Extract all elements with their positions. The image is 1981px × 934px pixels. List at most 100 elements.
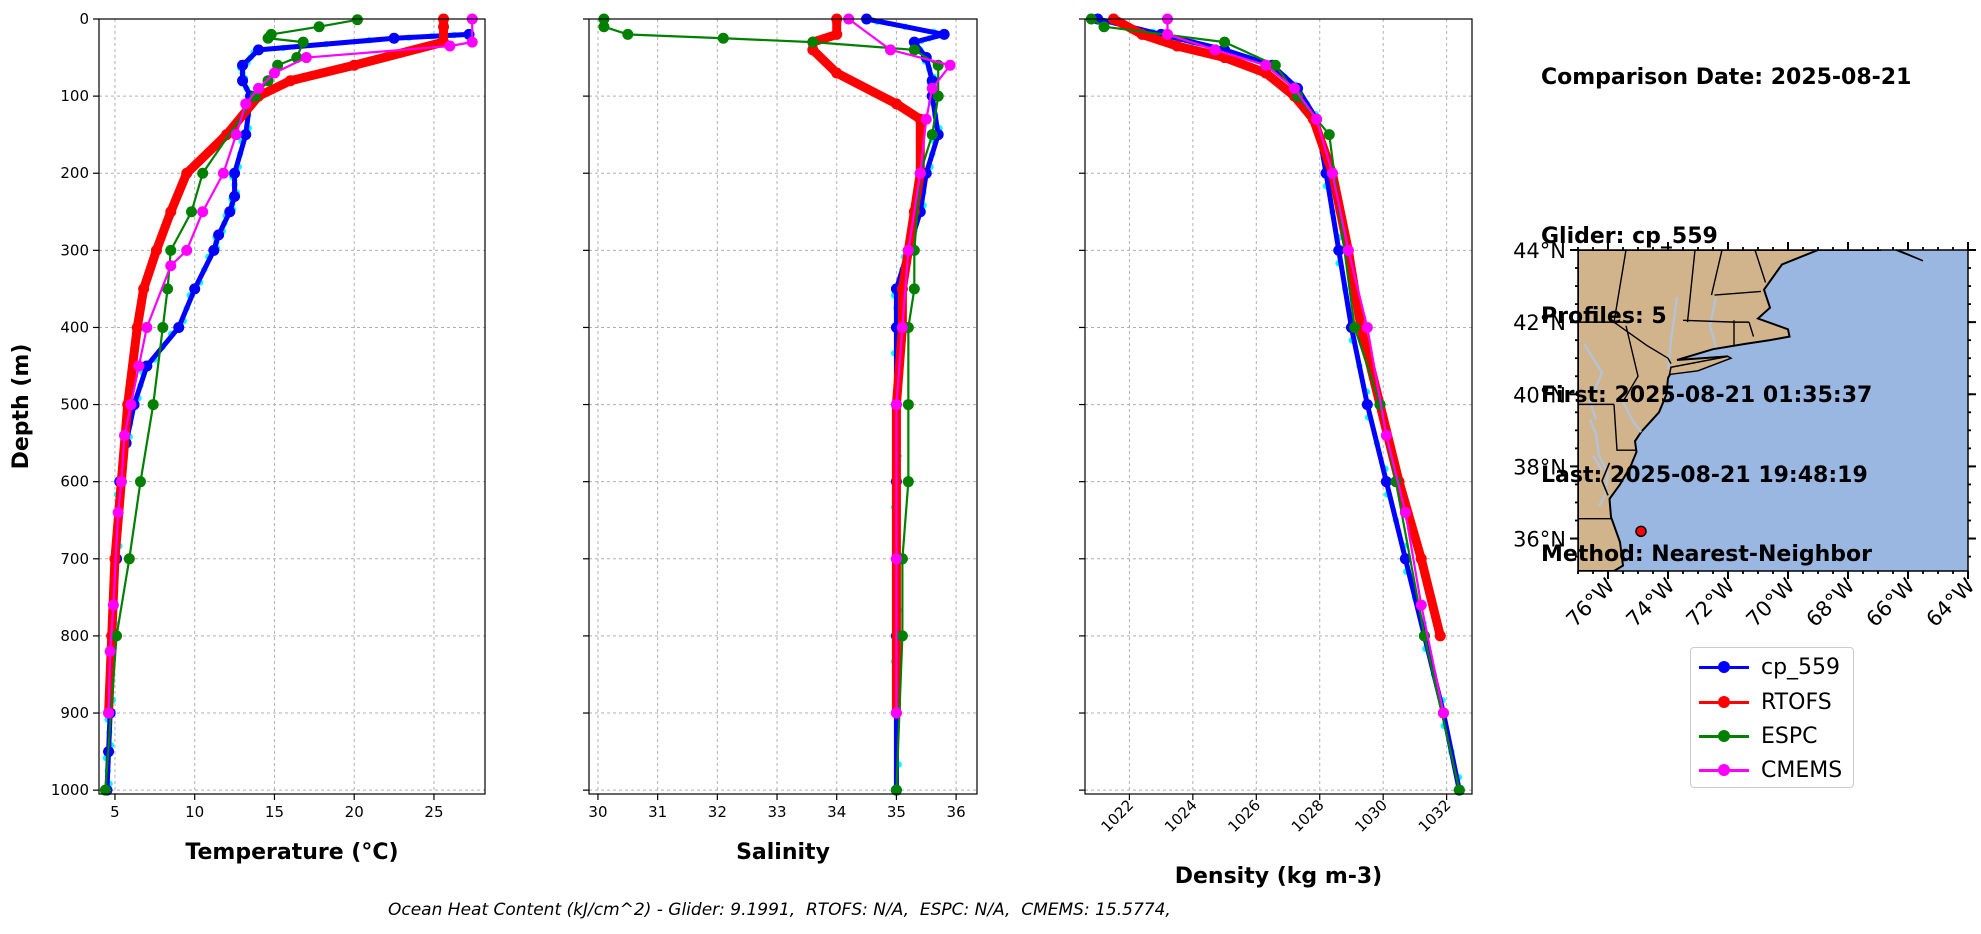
series-point-espc bbox=[123, 553, 135, 565]
river-line bbox=[1583, 343, 1604, 420]
series-point-espc bbox=[1269, 59, 1281, 71]
series-line-cmems bbox=[1166, 17, 1445, 715]
series-point-cmems bbox=[115, 476, 127, 488]
series-point-espc bbox=[134, 476, 146, 488]
series-point-espc bbox=[1098, 21, 1110, 33]
x-tick-label: 10 bbox=[185, 803, 204, 821]
series-point-espc bbox=[197, 167, 209, 179]
x-tick-label: 1032 bbox=[1415, 796, 1455, 836]
panel-salinity: 30 31 32 33 34 35 36 Salinity bbox=[583, 13, 978, 865]
series-point-cmems bbox=[217, 167, 229, 179]
plot-frame bbox=[98, 18, 486, 795]
state-border bbox=[1754, 250, 1767, 283]
series-point-rtofs bbox=[131, 321, 143, 333]
series-point-espc bbox=[297, 36, 309, 48]
x-axis-label: Temperature (°C) bbox=[185, 840, 398, 865]
x-tick-label: 33 bbox=[767, 803, 786, 821]
lon-tick-label: 64°W bbox=[1922, 573, 1980, 631]
series-point-espc bbox=[157, 321, 169, 333]
series-point-espc bbox=[147, 399, 159, 411]
y-tick-label: 700 bbox=[60, 550, 89, 568]
series-point-espc bbox=[717, 32, 729, 44]
series-point-rtofs bbox=[284, 75, 296, 87]
state-border bbox=[1748, 321, 1755, 337]
state-border bbox=[1710, 250, 1723, 296]
legend-label: ESPC bbox=[1761, 723, 1818, 749]
series-point-cmems bbox=[1260, 59, 1272, 71]
series-point-cmems bbox=[253, 82, 265, 94]
x-tick-label: 15 bbox=[265, 803, 284, 821]
series-point-cp_559 bbox=[253, 44, 265, 56]
interpolation-method: Method: Nearest-Neighbor bbox=[1541, 542, 1872, 567]
x-tick-label: 1026 bbox=[1224, 796, 1264, 836]
x-tick-label: 5 bbox=[110, 803, 120, 821]
y-tick-label: 600 bbox=[60, 473, 89, 491]
series-point-cmems bbox=[133, 360, 145, 372]
series-point-cmems bbox=[125, 399, 137, 411]
y-tick-label: 100 bbox=[60, 87, 89, 105]
series-point-rtofs bbox=[831, 28, 843, 40]
panel-temperature: 0 100 200 300 400 500 600 700 800 900 1000 5 10 15 20 2… bbox=[9, 10, 486, 865]
series-point-cmems bbox=[896, 321, 908, 333]
series-point-cmems bbox=[141, 321, 153, 333]
lat-tick-label: 42°N bbox=[1513, 311, 1566, 335]
series-point-espc bbox=[896, 630, 908, 642]
series-point-cmems bbox=[914, 167, 926, 179]
series-point-cmems bbox=[1326, 167, 1338, 179]
y-tick-label: 1000 bbox=[51, 781, 89, 799]
series-point-espc bbox=[807, 36, 819, 48]
plot-frame bbox=[588, 18, 978, 795]
first-profile-time: First: 2025-08-21 01:35:37 bbox=[1541, 383, 1873, 408]
series-line-cmems bbox=[107, 17, 474, 715]
series-point-cmems bbox=[112, 507, 124, 519]
series-point-cmems bbox=[197, 206, 209, 218]
series-point-espc bbox=[926, 129, 938, 141]
river-line bbox=[1622, 400, 1642, 433]
series-point-espc bbox=[622, 28, 634, 40]
legend-label: CMEMS bbox=[1761, 757, 1843, 783]
series-point-espc bbox=[1453, 784, 1465, 796]
series-point-cp_559 bbox=[213, 229, 225, 241]
river-line bbox=[1708, 296, 1718, 348]
state-border bbox=[1613, 250, 1672, 364]
series-point-cmems bbox=[466, 36, 478, 48]
y-tick-label: 200 bbox=[60, 164, 89, 182]
series-point-rtofs bbox=[438, 21, 450, 33]
series-point-cp_559 bbox=[1380, 476, 1392, 488]
series-point-espc bbox=[1219, 36, 1231, 48]
y-axis-label: Depth (m) bbox=[9, 344, 34, 470]
series-point-cp_559 bbox=[208, 244, 220, 256]
legend-item-cmems: CMEMS bbox=[1699, 755, 1842, 785]
series-point-espc bbox=[902, 476, 914, 488]
series-point-cmems bbox=[902, 244, 914, 256]
x-tick-label: 25 bbox=[424, 803, 443, 821]
series-point-rtofs bbox=[150, 244, 162, 256]
series-point-cmems bbox=[1161, 28, 1173, 40]
comparison-date: Comparison Date: 2025-08-21 bbox=[1541, 65, 1912, 90]
lat-tick-label: 38°N bbox=[1513, 455, 1566, 479]
series-point-cmems bbox=[1288, 82, 1300, 94]
series-point-cmems bbox=[300, 52, 312, 64]
series-point-espc bbox=[1349, 321, 1361, 333]
series-point-cmems bbox=[920, 113, 932, 125]
state-border bbox=[1714, 290, 1762, 296]
series-point-cp_559 bbox=[1399, 553, 1411, 565]
glider-name: Glider: cp_559 bbox=[1541, 224, 1718, 249]
x-tick-label: 36 bbox=[947, 803, 966, 821]
series-point-cmems bbox=[890, 399, 902, 411]
series-point-cp_559 bbox=[1333, 244, 1345, 256]
x-tick-label: 20 bbox=[345, 803, 364, 821]
x-tick-label: 31 bbox=[648, 803, 667, 821]
series-point-espc bbox=[162, 283, 174, 295]
long-island bbox=[1668, 355, 1733, 376]
series-point-cmems bbox=[890, 707, 902, 719]
x-tick-label: 32 bbox=[708, 803, 727, 821]
series-point-espc bbox=[186, 206, 198, 218]
y-tick-label: 800 bbox=[60, 627, 89, 645]
legend-label: RTOFS bbox=[1761, 689, 1832, 715]
chesapeake-shore bbox=[1601, 462, 1611, 496]
legend-swatch-espc bbox=[1699, 729, 1749, 743]
series-point-cmems bbox=[119, 429, 131, 441]
series-point-espc bbox=[165, 244, 177, 256]
series-point-cp_559 bbox=[224, 206, 236, 218]
